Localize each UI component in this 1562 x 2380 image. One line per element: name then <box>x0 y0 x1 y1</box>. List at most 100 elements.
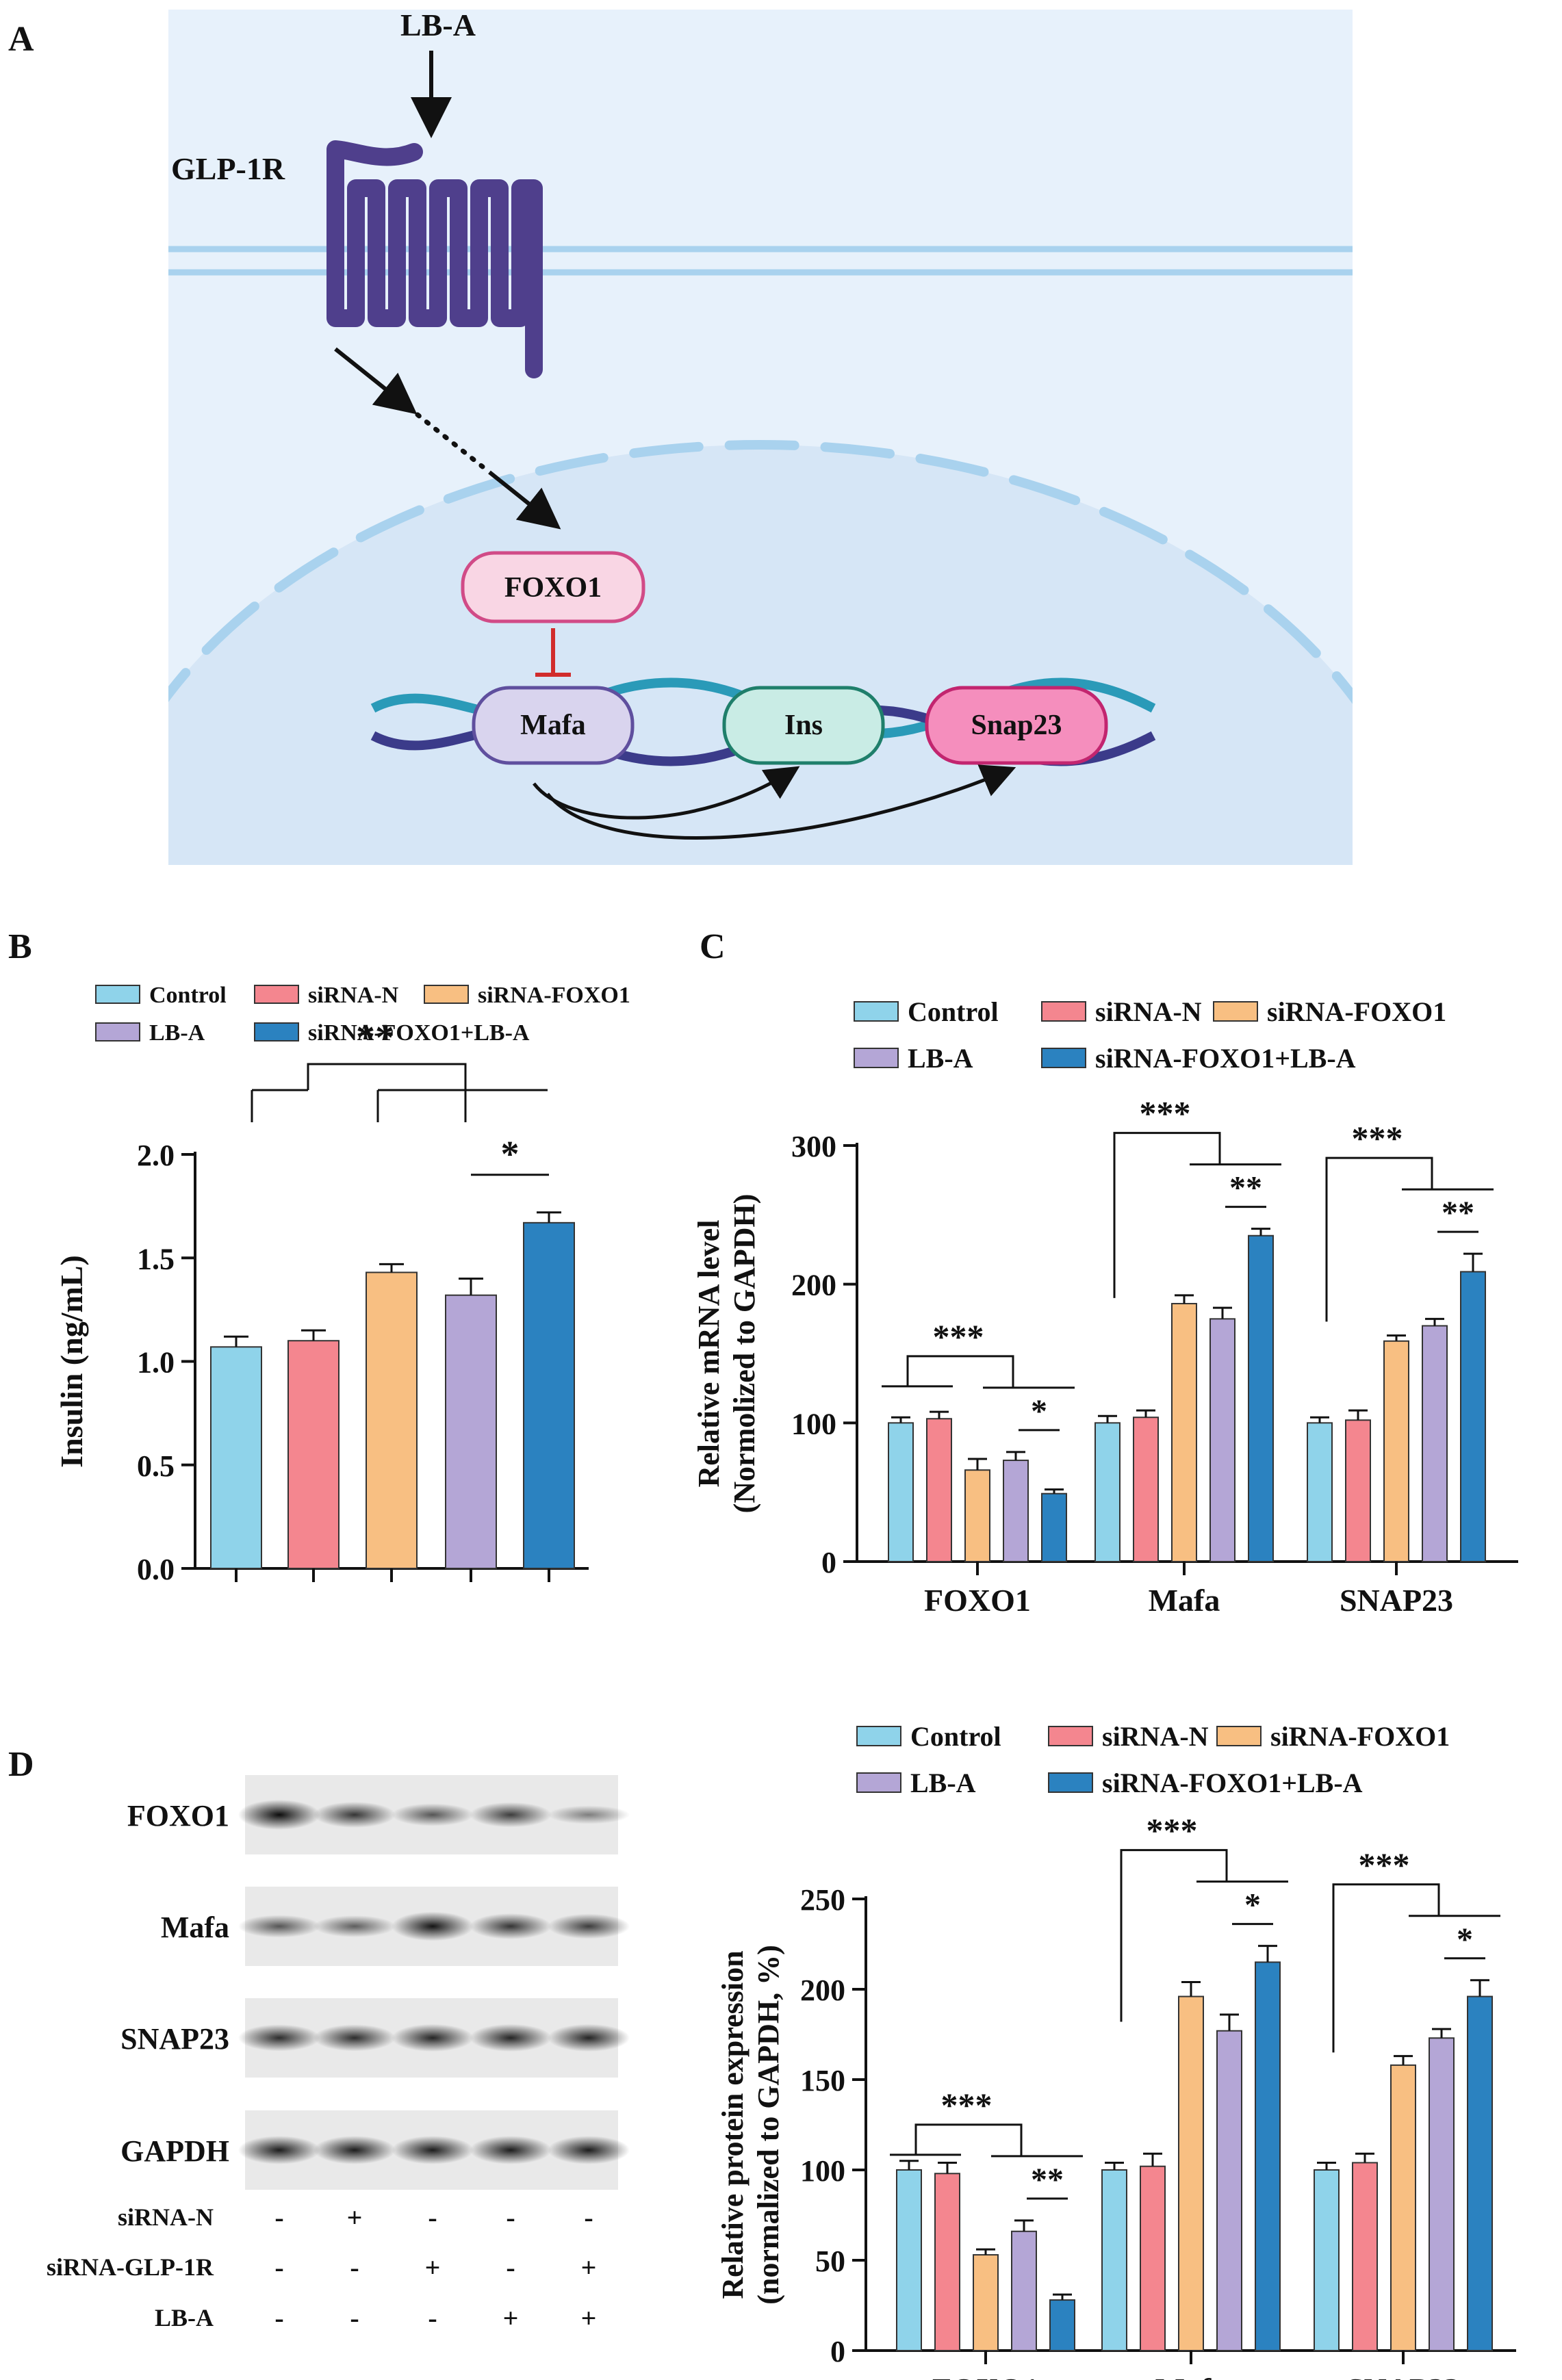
snap23-node <box>925 686 1108 765</box>
chart-d-bar-0-0 <box>896 2169 922 2351</box>
western-band-1-4 <box>548 1913 630 1939</box>
chart-b-sig-bracket-0-base <box>251 1089 548 1122</box>
snap23-label: Snap23 <box>971 710 1062 741</box>
chart-c-sig-star-small-1: ** <box>1229 1170 1262 1206</box>
chart-d-sig-star-small-1: * <box>1244 1887 1261 1924</box>
western-band-3-0 <box>238 2136 320 2164</box>
panel-a: A LB-A GLP-1R FOXO1 Mafa Ins Snap23 <box>8 8 1353 865</box>
western-mark-0-2: - <box>428 2202 437 2233</box>
chart-c-xtick-label-1: Mafa <box>1149 1583 1220 1618</box>
chart-c-ylabel: Relative mRNA level <box>692 1220 726 1488</box>
chart-b-ytick-label: 2.0 <box>137 1139 175 1172</box>
chart-b-sig-bracket-0 <box>307 1063 467 1090</box>
chart-b-ytick-label: 0.5 <box>137 1449 175 1483</box>
chart-c-sig-big-1 <box>1113 1132 1281 1298</box>
legend-c-swatch-2 <box>1213 1001 1258 1022</box>
chart-d-bar-2-2 <box>1390 2064 1416 2351</box>
legend-d-swatch-2 <box>1216 1726 1262 1746</box>
western-band-2-2 <box>392 2023 474 2052</box>
western-mark-1-2: + <box>425 2252 441 2283</box>
western-band-label-3: GAPDH <box>120 2134 229 2168</box>
receptor-label: GLP-1R <box>171 151 285 186</box>
chart-c-bar-0-3 <box>1003 1460 1029 1562</box>
chart-c-ytick-label: 100 <box>791 1407 836 1440</box>
mafa-label: Mafa <box>520 710 586 741</box>
chart-b-ytick-label: 1.0 <box>137 1346 175 1380</box>
chart-d-ytick-label: 250 <box>800 1883 845 1917</box>
chart-b-bar-2 <box>366 1271 418 1570</box>
chart-b-bar-4 <box>523 1221 575 1569</box>
mafa-to-snap23-arrow <box>546 764 1016 840</box>
western-band-label-2: SNAP23 <box>120 2022 229 2056</box>
chart-c-bar-2-3 <box>1422 1325 1448 1562</box>
chart-d-ytick-label: 100 <box>800 2154 845 2188</box>
chart-d-bar-0-3 <box>1011 2230 1037 2352</box>
chart-d-sig-star-big-0: *** <box>941 2086 993 2124</box>
chart-d-ylabel-2: (normalized to GAPDH, %) <box>752 1945 785 2304</box>
western-band-3-1 <box>313 2136 396 2164</box>
panel-label-b: B <box>8 927 32 966</box>
chart-d-xtick-label-0: FOXO1 <box>932 2372 1039 2380</box>
legend-d-label-0: Control <box>910 1721 1001 1752</box>
ins-label: Ins <box>784 710 823 741</box>
foxo1-label: FOXO1 <box>504 572 602 604</box>
ligand-label: LB-A <box>400 8 476 42</box>
western-band-1-3 <box>470 1913 552 1939</box>
chart-c-bar-2-1 <box>1345 1419 1371 1563</box>
chart-d-ytick-label: 0 <box>830 2335 845 2368</box>
western-mark-2-4: + <box>581 2303 597 2333</box>
western-band-0-0 <box>238 1800 320 1830</box>
western-band-0-2 <box>392 1803 474 1826</box>
signal-arrow-start <box>334 347 418 415</box>
western-band-1-0 <box>238 1915 320 1938</box>
chart-d-bar-0-1 <box>934 2173 960 2352</box>
western-band-0-3 <box>470 1802 552 1828</box>
western-mark-1-3: - <box>506 2252 515 2283</box>
receptor-glp1r-icon <box>327 140 543 378</box>
signal-arrow-end <box>488 470 561 530</box>
legend-b-label-1: siRNA-N <box>308 983 399 1008</box>
legend-b-label-3: LB-A <box>149 1020 205 1046</box>
chart-d-xtick-label-2: SNAP23 <box>1346 2372 1460 2380</box>
legend-c-label-0: Control <box>908 996 999 1027</box>
western-band-0-4 <box>548 1805 630 1824</box>
chart-d-sig-big-1 <box>1120 1849 1288 2022</box>
western-treatment-label-0: siRNA-N <box>118 2203 214 2231</box>
chart-d-ylabel: Relative protein expression <box>716 1950 750 2299</box>
legend-b-swatch-1 <box>254 985 299 1004</box>
chart-c-sig-star-big-1: *** <box>1140 1094 1191 1133</box>
chart-c-ytick-label: 300 <box>791 1130 836 1163</box>
western-band-1-1 <box>313 1915 396 1937</box>
legend-b-swatch-2 <box>424 985 469 1004</box>
western-band-0-1 <box>313 1802 396 1828</box>
western-band-2-3 <box>470 2023 552 2052</box>
chart-c-bar-2-0 <box>1307 1422 1333 1562</box>
chart-d-sig-star-small-0: ** <box>1031 2162 1064 2198</box>
chart-c-bar-0-0 <box>888 1422 914 1562</box>
chart-d: 0 50 100 150 200 250 Relative protein expressi… <box>716 1811 1516 2380</box>
western-mark-2-0: - <box>274 2303 283 2333</box>
chart-b-sig-1: * <box>501 1134 520 1175</box>
chart-d-bar-1-2 <box>1178 1995 1204 2352</box>
chart-c-sig-big-0 <box>906 1355 1075 1389</box>
legend-b-label-4: siRNA-FOXO1+LB-A <box>308 1020 530 1046</box>
western-band-3-2 <box>392 2136 474 2164</box>
panel-c: C Control siRNA-N siRNA-FOXO1 LB-A siRNA-FOX… <box>692 927 1518 1618</box>
legend-d-swatch-4 <box>1048 1772 1093 1793</box>
chart-d-ytick-label: 200 <box>800 1974 845 2007</box>
legend-c-swatch-1 <box>1041 1001 1086 1022</box>
chart-d-bar-0-4 <box>1049 2299 1075 2352</box>
chart-d-sig-big-2 <box>1332 1883 1500 2053</box>
chart-c-bar-0-4 <box>1041 1492 1067 1563</box>
western-band-2-0 <box>238 2024 320 2052</box>
chart-d-bar-2-1 <box>1352 2162 1378 2351</box>
chart-b-bar-3 <box>445 1294 497 1569</box>
western-treatment-label-2: LB-A <box>155 2304 214 2331</box>
legend-c-label-1: siRNA-N <box>1095 996 1202 1027</box>
foxo1-node <box>461 551 645 623</box>
chart-d-bar-2-3 <box>1429 2037 1455 2352</box>
chart-c-xtick-label-2: SNAP23 <box>1340 1583 1453 1618</box>
western-band-2-4 <box>548 2023 630 2052</box>
western-band-label-1: Mafa <box>161 1911 229 1944</box>
